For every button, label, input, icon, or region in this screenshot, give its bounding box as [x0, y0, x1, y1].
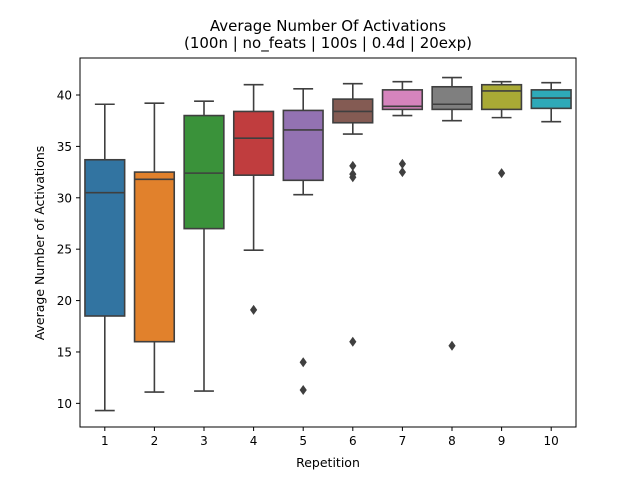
y-tick-label: 15 — [57, 345, 72, 359]
box-group-2 — [133, 102, 176, 393]
y-tick-label: 25 — [57, 243, 72, 257]
outlier-point — [349, 160, 357, 171]
box-iqr — [183, 114, 225, 230]
y-tick-label: 10 — [57, 397, 72, 411]
x-tick-label: 5 — [299, 434, 307, 448]
box-iqr — [530, 89, 572, 110]
x-tick-label: 10 — [544, 434, 559, 448]
outlier-point — [299, 384, 307, 395]
x-tick-label: 7 — [399, 434, 407, 448]
y-tick-label: 20 — [57, 294, 72, 308]
y-tick-label: 40 — [57, 89, 72, 103]
box-group-4 — [232, 83, 275, 315]
x-tick-label: 2 — [151, 434, 159, 448]
chart-title: Average Number Of Activations — [210, 17, 446, 35]
outlier-point — [349, 172, 357, 183]
box-group-8 — [431, 76, 473, 351]
x-tick-label: 8 — [448, 434, 456, 448]
x-axis-label: Repetition — [296, 455, 360, 470]
box-iqr — [84, 158, 126, 317]
box-group-9 — [480, 80, 523, 179]
box-group-10 — [530, 81, 572, 123]
box-group-3 — [183, 100, 225, 392]
box-iqr — [431, 85, 473, 111]
x-tick-label: 3 — [200, 434, 208, 448]
box-iqr — [133, 171, 176, 343]
outlier-point — [448, 340, 456, 351]
outlier-point — [299, 357, 307, 368]
chart-subtitle: (100n | no_feats | 100s | 0.4d | 20exp) — [184, 34, 472, 53]
y-tick-label: 30 — [57, 191, 72, 205]
outlier-point — [349, 336, 357, 347]
x-tick-label: 6 — [349, 434, 357, 448]
outlier-point — [498, 168, 506, 179]
axes: 10 15 20 25 30 35 40 1 2 3 4 5 6 7 8 9 10 — [57, 57, 577, 448]
plot-area — [84, 76, 572, 412]
x-tick-label: 1 — [101, 434, 109, 448]
y-tick-label: 35 — [57, 140, 72, 154]
axes-frame — [79, 57, 577, 428]
y-axis-label: Average Number of Activations — [32, 146, 47, 341]
x-tick-label: 4 — [250, 434, 258, 448]
box-group-5 — [282, 88, 324, 395]
box-iqr — [282, 109, 324, 182]
box-iqr — [381, 89, 424, 111]
outlier-point — [398, 158, 406, 169]
x-tick-label: 9 — [498, 434, 506, 448]
box-iqr — [480, 83, 523, 111]
box-group-7 — [381, 80, 424, 178]
outlier-point — [398, 167, 406, 178]
box-iqr — [232, 110, 275, 176]
box-group-6 — [332, 82, 374, 347]
box-group-1 — [84, 103, 126, 412]
outlier-point — [250, 304, 258, 315]
